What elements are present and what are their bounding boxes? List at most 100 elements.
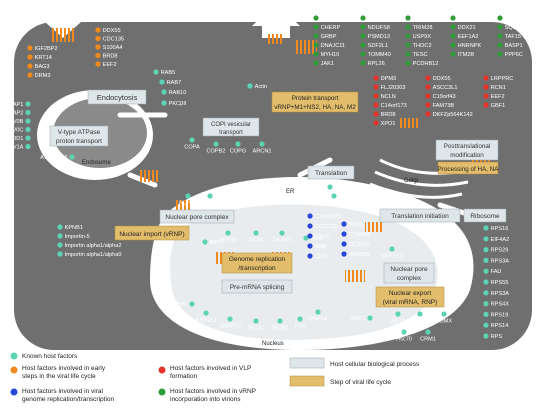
factor-label: NUP98	[179, 201, 197, 207]
host-factor-green-col1-0: KIAA0664	[313, 15, 346, 22]
host-factor-copi-genes-0: COPA	[184, 137, 200, 151]
legend-early-dot	[10, 366, 18, 374]
factor-label: KPNB1	[65, 225, 83, 231]
factor-dot	[57, 251, 63, 257]
factor-dot	[95, 61, 101, 67]
factor-dot	[405, 33, 411, 39]
factor-dot	[483, 75, 489, 81]
host-factor-ribosome-genes-3: RPS3A	[483, 257, 509, 264]
factor-label: JAK1	[321, 61, 334, 67]
factor-dot	[483, 333, 489, 339]
factor-dot	[497, 15, 503, 21]
factor-dot	[303, 235, 309, 241]
process-vatpase-1: V-type ATPase	[58, 129, 101, 136]
host-factor-ribosome-genes-0: RPS16	[483, 225, 508, 232]
factor-dot	[450, 51, 456, 57]
factor-dot	[313, 60, 319, 66]
factor-dot	[483, 225, 489, 231]
factor-label: HSP90	[219, 238, 237, 244]
factor-label: DPM3	[381, 76, 397, 82]
factor-dot	[373, 84, 379, 90]
host-factor-top-orange-2: S100A4	[95, 44, 123, 51]
host-factor-nxf1: NXF1	[351, 315, 373, 322]
factor-label: DDX55	[433, 76, 451, 82]
factor-dot	[25, 109, 31, 116]
factor-label: RAB7	[167, 80, 182, 86]
legend-vlp-2: formation	[170, 373, 197, 380]
factor-label: CTNNB1	[349, 232, 371, 238]
legend-early-1: Host factors involved in early	[22, 365, 106, 372]
box-translation-init: Translation initiation	[379, 208, 461, 223]
host-factor-atp-left-4: ATP6V0D1	[0, 135, 31, 142]
factor-dot	[277, 318, 283, 324]
host-factor-blue-right-1: CTNNB1	[341, 231, 371, 238]
host-factor-vlp-col3-0: LRPPRC	[483, 75, 513, 82]
factor-label: RPS55	[491, 280, 509, 286]
factor-dot	[483, 247, 489, 253]
host-factor-blue-left-0: C14orf173	[307, 213, 341, 220]
factor-dot	[483, 322, 489, 328]
factor-dot	[483, 102, 489, 108]
factor-dot	[389, 246, 395, 252]
host-factor-actin: Actin	[247, 83, 267, 90]
legend-process-swatch	[289, 357, 325, 369]
factor-label: CDC135	[103, 37, 124, 43]
host-factor-green-col1-3: DNAJC11	[313, 42, 345, 49]
factor-label: CYC1	[315, 234, 330, 240]
process-vatpase-2: proton transport	[56, 138, 102, 145]
host-factor-copi-genes-1: COPB2	[207, 141, 225, 155]
factor-label: KIAA0664	[321, 16, 346, 22]
factor-label: RAB5	[161, 70, 176, 76]
factor-dot	[307, 253, 313, 259]
factor-label: HNRNPK	[458, 43, 482, 49]
host-factor-vlp-col2-0: DDX55	[425, 75, 451, 82]
process-copi-1: COPI vesicular	[211, 122, 251, 128]
factor-label: RBMX	[436, 319, 452, 325]
factor-label: NXF1	[351, 316, 365, 322]
host-factor-green-col2-2: PSMD13	[360, 33, 390, 40]
host-factor-entry-orange-0: IGF2BP2	[27, 45, 58, 52]
host-factor-rab-2: RAB10	[161, 89, 186, 96]
factor-label: RPS19	[491, 312, 509, 318]
factor-dot	[27, 45, 33, 51]
host-factor-nup153-bottom: NUP153	[381, 246, 403, 260]
factor-dot	[57, 233, 63, 239]
factor-label: RPS3A	[491, 291, 510, 297]
factor-dot	[360, 33, 366, 39]
legend-step-swatch	[289, 375, 325, 387]
box-premrna: Pre-mRNA splicing	[221, 279, 293, 294]
factor-dot	[450, 42, 456, 48]
host-factor-blue-left-2: CYC1	[307, 233, 330, 240]
process-ptm-2: modification	[450, 152, 484, 159]
legend-known-dot	[10, 352, 18, 360]
host-factor-green-col5-1: SQSTM1	[497, 24, 528, 31]
host-factor-green-col5-3: BASP1	[497, 42, 523, 49]
host-factor-vlp-col2-2: C19orf43	[425, 93, 456, 100]
factor-label: GRSF-1	[335, 185, 356, 191]
host-factor-splice-genes-1: SF3A1	[247, 318, 265, 332]
factor-dot	[373, 111, 379, 117]
factor-dot	[405, 24, 411, 30]
host-factor-atp-left-0: ATP6AP1	[0, 101, 31, 108]
factor-label: USP9X	[413, 34, 432, 40]
process-premrna: Pre-mRNA splicing	[230, 284, 285, 291]
factor-label: TOMM40	[368, 52, 391, 58]
factor-dot	[307, 223, 313, 229]
host-factor-blue-left-1: CCDC56	[307, 223, 337, 230]
factor-label: EEF1A2	[458, 34, 479, 40]
step-genome-2: /transcription	[238, 265, 276, 272]
factor-dot	[95, 27, 101, 33]
box-npc-top: Nuclear pore complex	[159, 209, 235, 224]
legend-early-2: steps in the viral life cycle	[22, 373, 96, 380]
host-factor-atp-left-5: ATP6V1A	[0, 143, 31, 151]
legend-genome-dot	[10, 388, 18, 396]
host-factor-export-genes-2: RBMX	[436, 311, 452, 325]
factor-dot	[483, 93, 489, 99]
factor-label: ZC3H15	[349, 242, 370, 248]
host-factor-green-col4-3: HNRNPK	[450, 42, 481, 49]
factor-dot	[405, 15, 411, 21]
host-factor-vlp-col3-1: RCN1	[483, 84, 506, 91]
factor-dot	[497, 24, 503, 30]
host-factor-mcm: MCM	[249, 230, 263, 244]
